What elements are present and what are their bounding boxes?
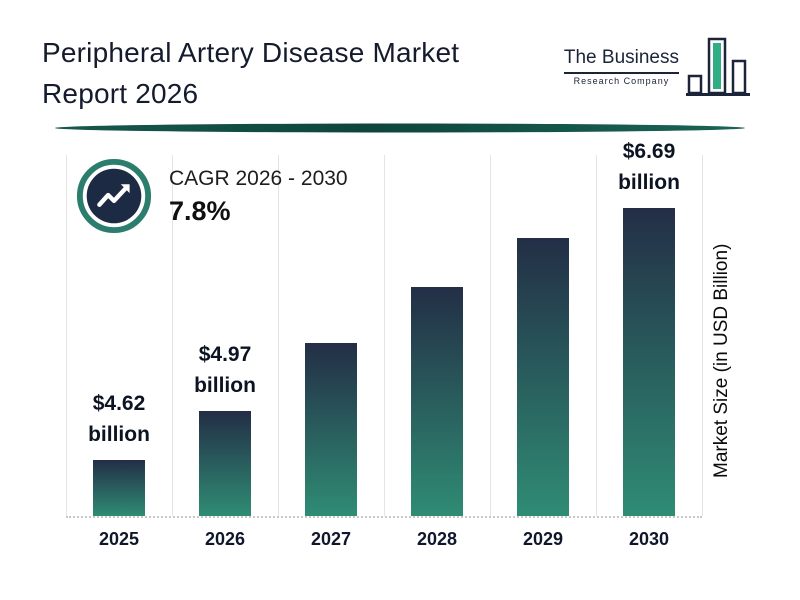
gridline bbox=[278, 155, 279, 516]
bar-column-2026: $4.97 billion 2026 bbox=[172, 155, 278, 549]
bar-column-2030: $6.69 billion 2030 bbox=[596, 140, 702, 549]
header-divider bbox=[55, 123, 745, 133]
bar-2026 bbox=[199, 411, 251, 516]
x-axis-label-2029: 2029 bbox=[522, 529, 564, 549]
cagr-label: CAGR 2026 - 2030 bbox=[169, 167, 348, 190]
bar-column-2029: 2029 bbox=[490, 155, 596, 549]
gridline bbox=[490, 155, 491, 516]
page-title-line2: Report 2026 bbox=[42, 78, 199, 109]
bar-column-2028: 2028 bbox=[384, 155, 490, 549]
bar-chart: $4.62 billion 2025 $4.97 billion 2026 2027 2028… bbox=[66, 140, 703, 549]
trend-up-icon bbox=[76, 158, 152, 234]
bar-value-label-line: $4.97 bbox=[198, 343, 252, 366]
logo-subname: Research Company bbox=[573, 76, 670, 86]
bar-2027 bbox=[305, 343, 357, 516]
x-axis-label-2026: 2026 bbox=[204, 529, 246, 549]
bar-value-label-line: $4.62 bbox=[92, 392, 146, 415]
page-title-line1: Peripheral Artery Disease Market bbox=[42, 37, 460, 68]
gridline bbox=[172, 155, 173, 516]
gridline bbox=[596, 155, 597, 516]
bar-value-label-line: billion bbox=[88, 423, 150, 446]
bar-2030 bbox=[623, 208, 675, 516]
logo-bars-icon bbox=[686, 37, 750, 96]
y-axis-title: Market Size (in USD Billion) bbox=[711, 243, 732, 479]
gridline bbox=[702, 155, 703, 516]
cagr-badge: CAGR 2026 - 2030 7.8% bbox=[75, 157, 348, 235]
bar-value-label-2026: $4.97 billion bbox=[194, 339, 256, 401]
logo-name: The Business bbox=[563, 47, 679, 74]
bar-value-label-2030: $6.69 billion bbox=[618, 136, 680, 198]
bar-column-2027: 2027 bbox=[278, 155, 384, 549]
bar-value-label-line: $6.69 bbox=[622, 140, 676, 163]
gridline bbox=[66, 155, 67, 516]
bar-2028 bbox=[411, 287, 463, 516]
bar-value-label-line: billion bbox=[618, 171, 680, 194]
x-axis-label-2025: 2025 bbox=[98, 529, 140, 549]
cagr-text: CAGR 2026 - 2030 7.8% bbox=[169, 157, 348, 235]
bar-value-label-2025: $4.62 billion bbox=[88, 388, 150, 450]
gridline bbox=[384, 155, 385, 516]
x-axis-label-2028: 2028 bbox=[416, 529, 458, 549]
bar-value-label-line: billion bbox=[194, 374, 256, 397]
cagr-value: 7.8% bbox=[169, 196, 231, 226]
bar-column-2025: $4.62 billion 2025 bbox=[66, 155, 172, 549]
company-logo: The Business Research Company bbox=[563, 34, 750, 100]
bar-2025 bbox=[93, 460, 145, 516]
page-title: Peripheral Artery Disease Market Report … bbox=[42, 32, 459, 114]
x-axis-label-2027: 2027 bbox=[310, 529, 352, 549]
x-axis-label-2030: 2030 bbox=[628, 529, 670, 549]
company-logo-text: The Business Research Company bbox=[563, 47, 679, 100]
bar-2029 bbox=[517, 238, 569, 516]
